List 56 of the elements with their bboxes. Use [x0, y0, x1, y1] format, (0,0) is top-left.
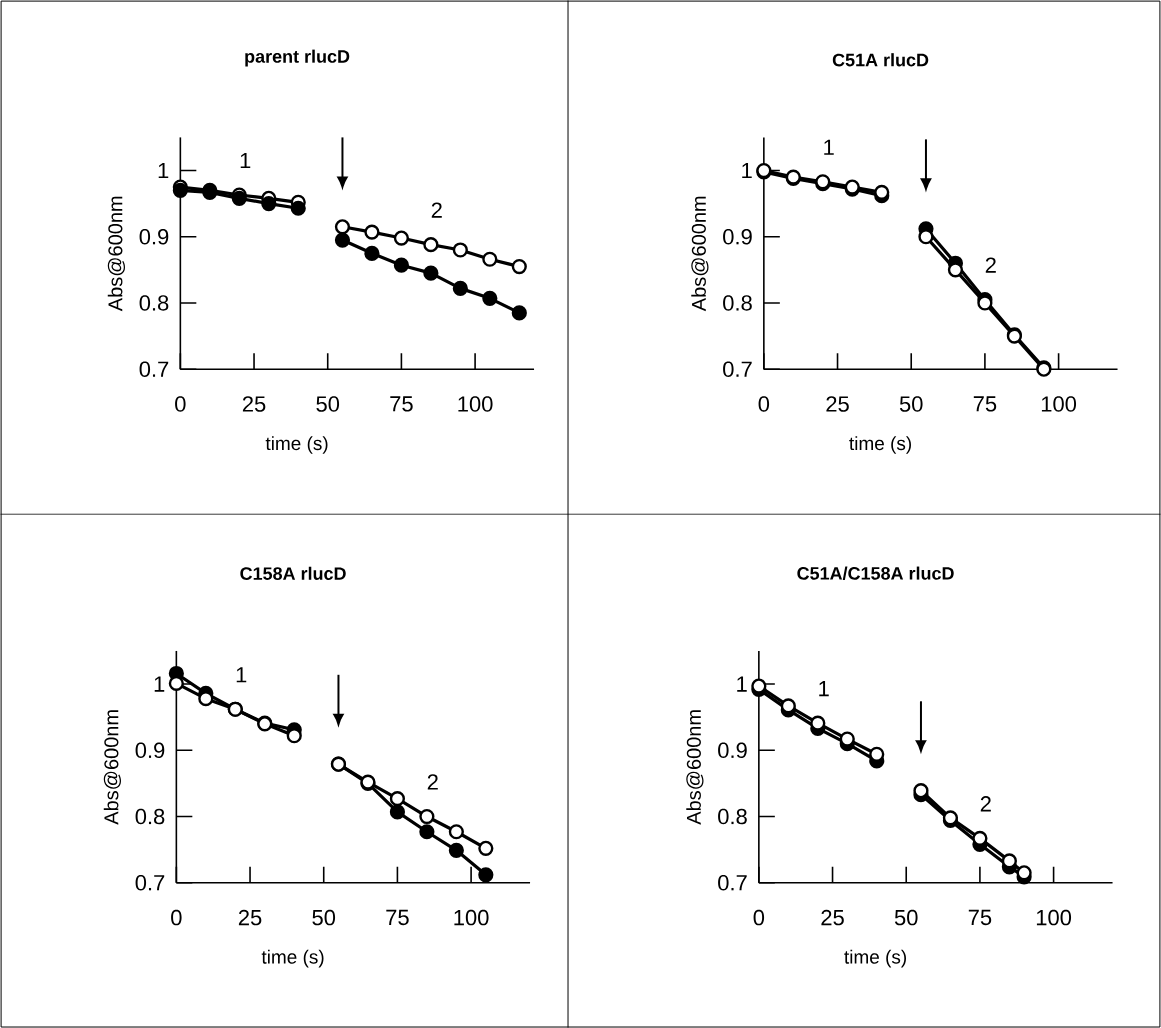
x-tick-label: 50 — [312, 909, 336, 926]
x-tick-label: 0 — [753, 909, 765, 926]
x-tick-label: 25 — [242, 396, 266, 412]
x-axis-title: time (s) — [844, 949, 907, 968]
annotation: 2 — [980, 796, 991, 812]
x-tick-label: 25 — [821, 909, 844, 926]
chart-title: C51A rlucD — [832, 53, 929, 67]
x-tick-label: 100 — [1036, 909, 1072, 926]
x-tick-label: 100 — [1041, 396, 1077, 412]
y-axis-title: Abs@600nm — [103, 710, 122, 825]
y-axis-title: Abs@600nm — [686, 710, 704, 825]
y-tick-label: 0.7 — [723, 361, 752, 377]
x-tick-label: 50 — [316, 396, 340, 412]
y-tick-label: 1 — [158, 162, 169, 179]
y-tick-label: 0.7 — [139, 361, 169, 377]
y-tick-label: 0.8 — [135, 808, 165, 825]
chart-title: C158A rlucD — [240, 566, 346, 580]
y-tick-label: 0.7 — [718, 874, 747, 891]
x-tick-label: 75 — [386, 909, 409, 926]
x-tick-label: 0 — [758, 396, 770, 412]
y-tick-label: 1 — [737, 676, 747, 692]
annotation: 2 — [427, 774, 438, 790]
x-tick-label: 100 — [458, 396, 493, 412]
annotation: 2 — [431, 202, 442, 218]
y-tick-label: 1 — [154, 676, 165, 692]
annotation: 1 — [240, 152, 251, 169]
y-tick-label: 0.9 — [135, 742, 165, 759]
y-axis-title: Abs@600nm — [691, 196, 709, 312]
x-axis-title: time (s) — [849, 436, 911, 454]
y-tick-label: 0.9 — [139, 228, 169, 245]
x-tick-label: 50 — [894, 909, 918, 926]
y-tick-label: 1 — [742, 162, 752, 179]
x-tick-label: 75 — [968, 909, 992, 926]
x-tick-label: 50 — [899, 396, 923, 412]
y-tick-label: 0.8 — [723, 295, 752, 311]
chart-title: C51A/C158A rlucD — [797, 566, 954, 580]
annotation: 1 — [236, 667, 247, 683]
y-axis-title: Abs@600nm — [107, 196, 126, 312]
y-tick-label: 0.8 — [718, 808, 747, 825]
x-tick-label: 0 — [171, 909, 182, 926]
x-tick-label: 100 — [454, 909, 489, 926]
x-tick-label: 0 — [175, 396, 186, 412]
y-tick-label: 0.9 — [718, 742, 747, 759]
annotation: 1 — [824, 139, 834, 155]
y-tick-label: 0.7 — [135, 874, 165, 891]
x-tick-label: 25 — [238, 909, 262, 926]
x-tick-label: 75 — [390, 396, 413, 412]
y-tick-label: 0.8 — [139, 295, 169, 311]
annotation: 1 — [819, 681, 829, 697]
x-axis-title: time (s) — [265, 436, 328, 454]
chart-title: parent rlucD — [245, 49, 350, 67]
x-tick-label: 25 — [826, 396, 849, 412]
x-tick-label: 75 — [973, 396, 997, 412]
y-tick-label: 0.9 — [723, 228, 752, 245]
x-axis-title: time (s) — [261, 949, 324, 968]
annotation: 2 — [985, 257, 996, 273]
